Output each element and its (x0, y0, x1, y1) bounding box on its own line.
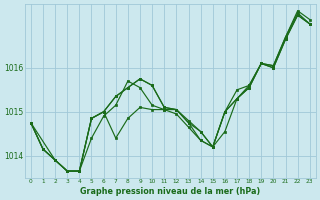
X-axis label: Graphe pression niveau de la mer (hPa): Graphe pression niveau de la mer (hPa) (80, 187, 260, 196)
